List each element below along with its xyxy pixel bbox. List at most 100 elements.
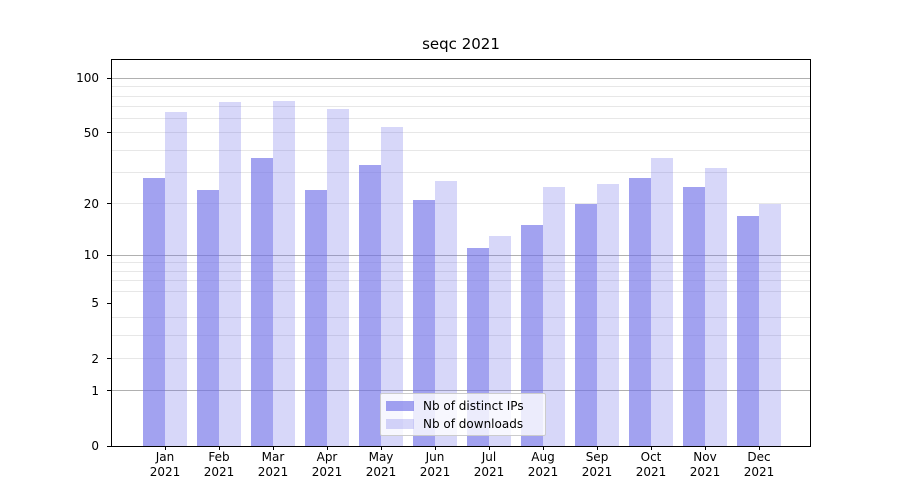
x-tick-mark (489, 446, 490, 450)
y-tick-mark (107, 390, 112, 392)
legend-entry: Nb of distinct IPs (386, 399, 545, 413)
bar-downloads (759, 203, 781, 446)
x-tick-mark (759, 446, 760, 450)
x-tick-label-month: Mar (261, 450, 285, 464)
x-tick-label: Jul 2021 (462, 450, 516, 480)
x-tick-label-year: 2021 (473, 465, 505, 479)
chart-title: seqc 2021 (422, 35, 500, 53)
x-tick-label-year: 2021 (149, 465, 181, 479)
bar-distinct-ips (413, 199, 435, 446)
minor-gridline (112, 118, 810, 120)
x-tick-label: Aug 2021 (516, 450, 570, 480)
bar-distinct-ips (575, 203, 597, 446)
minor-gridline (112, 358, 810, 360)
x-tick-label-year: 2021 (257, 465, 289, 479)
x-tick-label-month: Apr (316, 450, 338, 464)
bar-downloads (651, 158, 673, 446)
legend-label: Nb of downloads (423, 416, 524, 431)
x-tick-mark (543, 446, 544, 450)
x-tick-label: Apr 2021 (300, 450, 354, 480)
minor-gridline (112, 279, 810, 281)
x-tick-label-month: Sep (585, 450, 609, 464)
bar-distinct-ips (737, 215, 759, 446)
bar-downloads (273, 101, 295, 446)
bar-downloads (381, 126, 403, 446)
x-tick-label: Sep 2021 (570, 450, 624, 480)
x-tick-label-month: Dec (747, 450, 771, 464)
minor-gridline (112, 335, 810, 337)
x-tick-mark (165, 446, 166, 450)
y-tick-mark (107, 203, 112, 205)
minor-gridline (112, 149, 810, 151)
minor-gridline (112, 132, 810, 134)
y-tick-label: 50 (83, 125, 99, 140)
x-tick-label: Jun 2021 (408, 450, 462, 480)
x-tick-label-year: 2021 (527, 465, 559, 479)
x-tick-label-month: May (368, 450, 394, 464)
x-tick-label-year: 2021 (743, 465, 775, 479)
y-tick-mark (107, 358, 112, 360)
x-tick-mark (327, 446, 328, 450)
minor-gridline (112, 262, 810, 264)
bar-distinct-ips (197, 189, 219, 446)
x-tick-label: Jan 2021 (138, 450, 192, 480)
bar-distinct-ips (629, 177, 651, 446)
major-gridline (112, 254, 810, 256)
x-tick-label-month: Nov (693, 450, 717, 464)
y-tick-mark (107, 254, 112, 256)
bar-downloads (165, 112, 187, 446)
y-tick-mark (107, 77, 112, 79)
minor-gridline (112, 317, 810, 319)
x-tick-label: Dec 2021 (732, 450, 786, 480)
bar-downloads (435, 180, 457, 446)
bar-downloads (543, 186, 565, 446)
legend-label: Nb of distinct IPs (423, 398, 524, 413)
bar-distinct-ips (359, 165, 381, 446)
bar-distinct-ips (143, 177, 165, 446)
bar-downloads (327, 108, 349, 446)
x-tick-label-month: Oct (640, 450, 662, 464)
x-tick-label: Mar 2021 (246, 450, 300, 480)
x-tick-label-year: 2021 (203, 465, 235, 479)
x-tick-label-year: 2021 (581, 465, 613, 479)
y-tick-mark (107, 132, 112, 134)
minor-gridline (112, 290, 810, 292)
x-tick-mark (705, 446, 706, 450)
y-tick-label: 10 (83, 248, 99, 263)
x-tick-label-month: Aug (531, 450, 555, 464)
x-tick-label-year: 2021 (311, 465, 343, 479)
x-tick-label: May 2021 (354, 450, 408, 480)
major-gridline (112, 390, 810, 392)
y-tick-label: 2 (91, 351, 99, 366)
minor-gridline (112, 95, 810, 97)
bar-distinct-ips (521, 225, 543, 446)
x-tick-label-year: 2021 (689, 465, 721, 479)
legend-swatch (386, 418, 414, 429)
x-tick-label-month: Jan (155, 450, 175, 464)
x-tick-label-year: 2021 (365, 465, 397, 479)
x-tick-label-month: Jul (481, 450, 497, 464)
x-tick-mark (597, 446, 598, 450)
y-tick-label: 20 (83, 196, 99, 211)
plot-area (111, 59, 811, 447)
bar-downloads (597, 183, 619, 446)
x-tick-label: Feb 2021 (192, 450, 246, 480)
x-tick-mark (273, 446, 274, 450)
legend: Nb of distinct IPs Nb of downloads (380, 393, 546, 436)
bar-downloads (219, 102, 241, 446)
x-tick-label-year: 2021 (635, 465, 667, 479)
x-tick-label-month: Jun (425, 450, 445, 464)
x-tick-mark (219, 446, 220, 450)
x-tick-mark (381, 446, 382, 450)
bar-distinct-ips (683, 186, 705, 446)
bar-downloads (705, 167, 727, 446)
minor-gridline (112, 172, 810, 174)
y-tick-mark (107, 445, 112, 447)
y-tick-mark (107, 302, 112, 304)
minor-gridline (112, 86, 810, 88)
y-tick-label: 5 (91, 296, 99, 311)
x-tick-mark (435, 446, 436, 450)
minor-gridline (112, 203, 810, 205)
x-tick-label-month: Feb (208, 450, 230, 464)
